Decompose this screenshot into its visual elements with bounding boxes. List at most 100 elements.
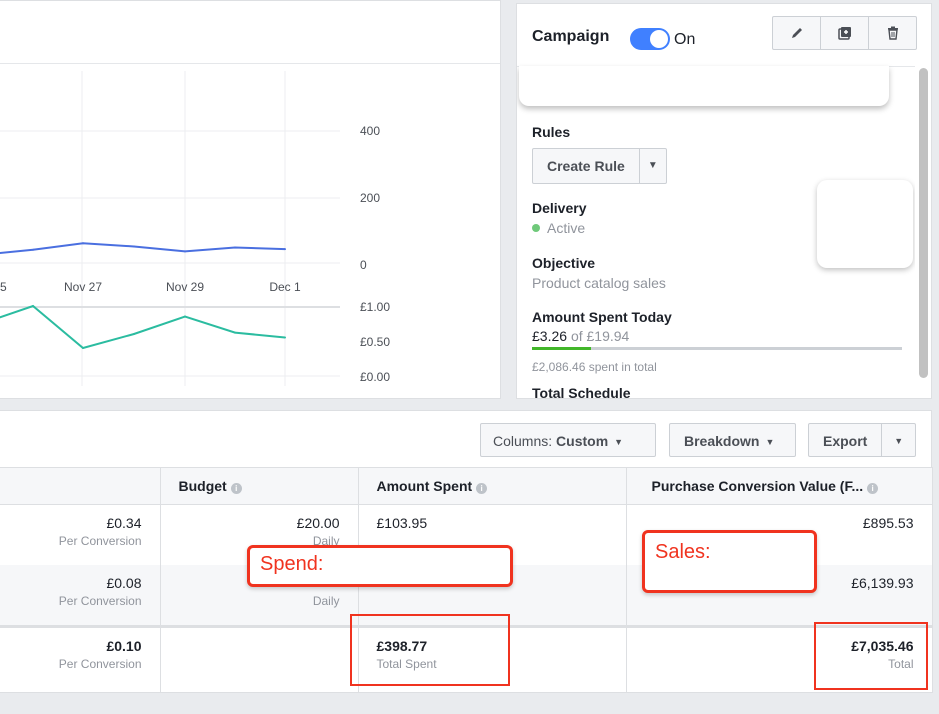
spent-today-value: £3.26 of £19.94	[532, 328, 629, 344]
header-purchase-value-label: Purchase Conversion Value (F...	[651, 478, 864, 494]
caret-down-icon: ▼	[765, 437, 775, 447]
duplicate-button[interactable]	[821, 17, 869, 49]
toggle-label: On	[674, 31, 696, 48]
header-budget[interactable]: Budget i	[160, 467, 359, 505]
header-purchase-value[interactable]: Purchase Conversion Value (F... i	[626, 467, 933, 505]
budget-sub: Daily	[312, 594, 340, 608]
spent-total: £2,086.46 spent in total	[532, 360, 657, 374]
spent-cell: £398.77 Total Spent	[358, 625, 627, 693]
cost-value: £0.10	[106, 638, 142, 654]
results-data-point	[32, 248, 34, 251]
trash-icon	[887, 26, 898, 40]
cost-data-point	[234, 331, 236, 334]
value-amount: £7,035.46	[851, 638, 914, 654]
spend-highlight-box	[350, 614, 510, 686]
delivery-status-text: Active	[547, 220, 586, 236]
y-axis-tick-label: 0	[360, 258, 367, 272]
info-icon[interactable]: i	[230, 483, 242, 494]
chart-header	[0, 1, 500, 64]
sales-callout: Sales:	[642, 530, 817, 593]
y-axis-tick-label: £1.00	[360, 300, 390, 314]
x-axis-tick-label: Nov 27	[64, 280, 102, 294]
spent-today-label: Amount Spent Today	[532, 309, 672, 325]
schedule-label: Total Schedule	[532, 385, 631, 399]
delete-button[interactable]	[869, 17, 916, 49]
table-total-row[interactable]: £0.10 Per Conversion £398.77 Total Spent £…	[0, 625, 933, 693]
scrollbar-thumb[interactable]	[919, 68, 928, 378]
campaign-toggle[interactable]	[630, 28, 670, 50]
y-axis-tick-label: £0.00	[360, 370, 390, 384]
info-icon[interactable]: i	[867, 483, 879, 494]
columns-value: Custom	[556, 433, 609, 449]
value-cell: £7,035.46 Total	[626, 625, 933, 693]
table-header-row: Budget i Amount Spent i Purchase Conversio…	[0, 467, 933, 505]
budget-value: £20.00	[296, 515, 340, 531]
export-label: Export	[809, 424, 883, 456]
create-rule-button[interactable]: Create Rule ▼	[532, 148, 667, 184]
value-amount: £895.53	[862, 515, 914, 531]
rules-label: Rules	[532, 124, 571, 140]
spend-progress-fill	[532, 347, 592, 350]
campaign-actions	[772, 16, 917, 50]
popup-card	[519, 66, 889, 106]
floating-card	[817, 180, 913, 268]
value-amount: £6,139.93	[851, 575, 914, 591]
results-data-point	[133, 245, 135, 248]
caret-down-icon: ▼	[614, 437, 624, 447]
breakdown-button[interactable]: Breakdown ▼	[669, 423, 796, 457]
budget-sub: Daily	[312, 534, 340, 548]
campaign-panel: Campaign On Rules Create Rule ▼ Delivery…	[516, 3, 932, 399]
spend-progress-bar	[532, 347, 902, 350]
spend-callout: Spend:	[247, 545, 513, 587]
results-data-point	[234, 246, 236, 249]
cost-sub: Per Conversion	[58, 594, 142, 608]
results-series-line	[0, 242, 286, 255]
delivery-status: Active	[532, 220, 585, 236]
header-budget-label: Budget	[178, 478, 227, 494]
toggle-knob	[650, 30, 668, 48]
results-data-point	[82, 242, 84, 245]
spent-today-amount: £3.26	[532, 328, 568, 344]
export-button[interactable]: Export ▼	[808, 423, 916, 457]
cost-series-line	[0, 304, 286, 350]
cost-value: £0.08	[106, 575, 142, 591]
performance-chart-panel: 400 200 0 £1.00 £0.50 £0.00 5 Nov 27 Nov 29 Dec 1	[0, 0, 501, 399]
cost-sub: Per Conversion	[58, 534, 142, 548]
export-dropdown-icon[interactable]: ▼	[894, 436, 904, 446]
campaign-header: Campaign On	[517, 4, 931, 67]
sales-callout-label: Sales:	[655, 541, 711, 563]
info-icon[interactable]: i	[476, 483, 488, 494]
columns-prefix: Columns:	[493, 433, 553, 449]
y-axis-tick-label: 200	[360, 191, 380, 205]
campaign-title: Campaign	[532, 28, 610, 45]
pencil-icon	[791, 28, 802, 38]
objective-value: Product catalog sales	[532, 275, 666, 291]
sales-highlight-box	[814, 622, 928, 690]
value-sub: Total	[888, 657, 914, 671]
budget-cell	[160, 625, 359, 693]
spent-value: £398.77	[376, 638, 428, 654]
cost-value: £0.34	[106, 515, 142, 531]
header-amount-spent-label: Amount Spent	[376, 478, 473, 494]
cost-cell: £0.08 Per Conversion	[0, 565, 161, 627]
x-axis-tick-label: Dec 1	[269, 280, 301, 294]
y-axis-tick-label: 400	[360, 124, 380, 138]
objective-label: Objective	[532, 255, 596, 271]
x-axis-tick-label: 5	[0, 280, 7, 294]
columns-button[interactable]: Columns: Custom ▼	[480, 423, 656, 457]
x-axis-tick-label: Nov 29	[166, 280, 204, 294]
cost-cell: £0.34 Per Conversion	[0, 504, 161, 565]
cost-sub: Per Conversion	[58, 657, 142, 671]
duplicate-icon	[837, 27, 851, 40]
edit-button[interactable]	[773, 17, 821, 49]
chevron-down-icon[interactable]: ▼	[647, 160, 658, 171]
header-cost[interactable]	[0, 467, 161, 505]
create-rule-label: Create Rule	[533, 149, 640, 183]
header-amount-spent[interactable]: Amount Spent i	[358, 467, 627, 505]
performance-chart: 400 200 0 £1.00 £0.50 £0.00 5 Nov 27 Nov 29 Dec 1	[0, 71, 390, 386]
cost-data-point	[284, 336, 286, 339]
spent-sub: Total Spent	[376, 657, 437, 671]
y-axis-tick-label: £0.50	[360, 335, 390, 349]
delivery-label: Delivery	[532, 200, 587, 216]
cost-data-point	[82, 347, 84, 349]
